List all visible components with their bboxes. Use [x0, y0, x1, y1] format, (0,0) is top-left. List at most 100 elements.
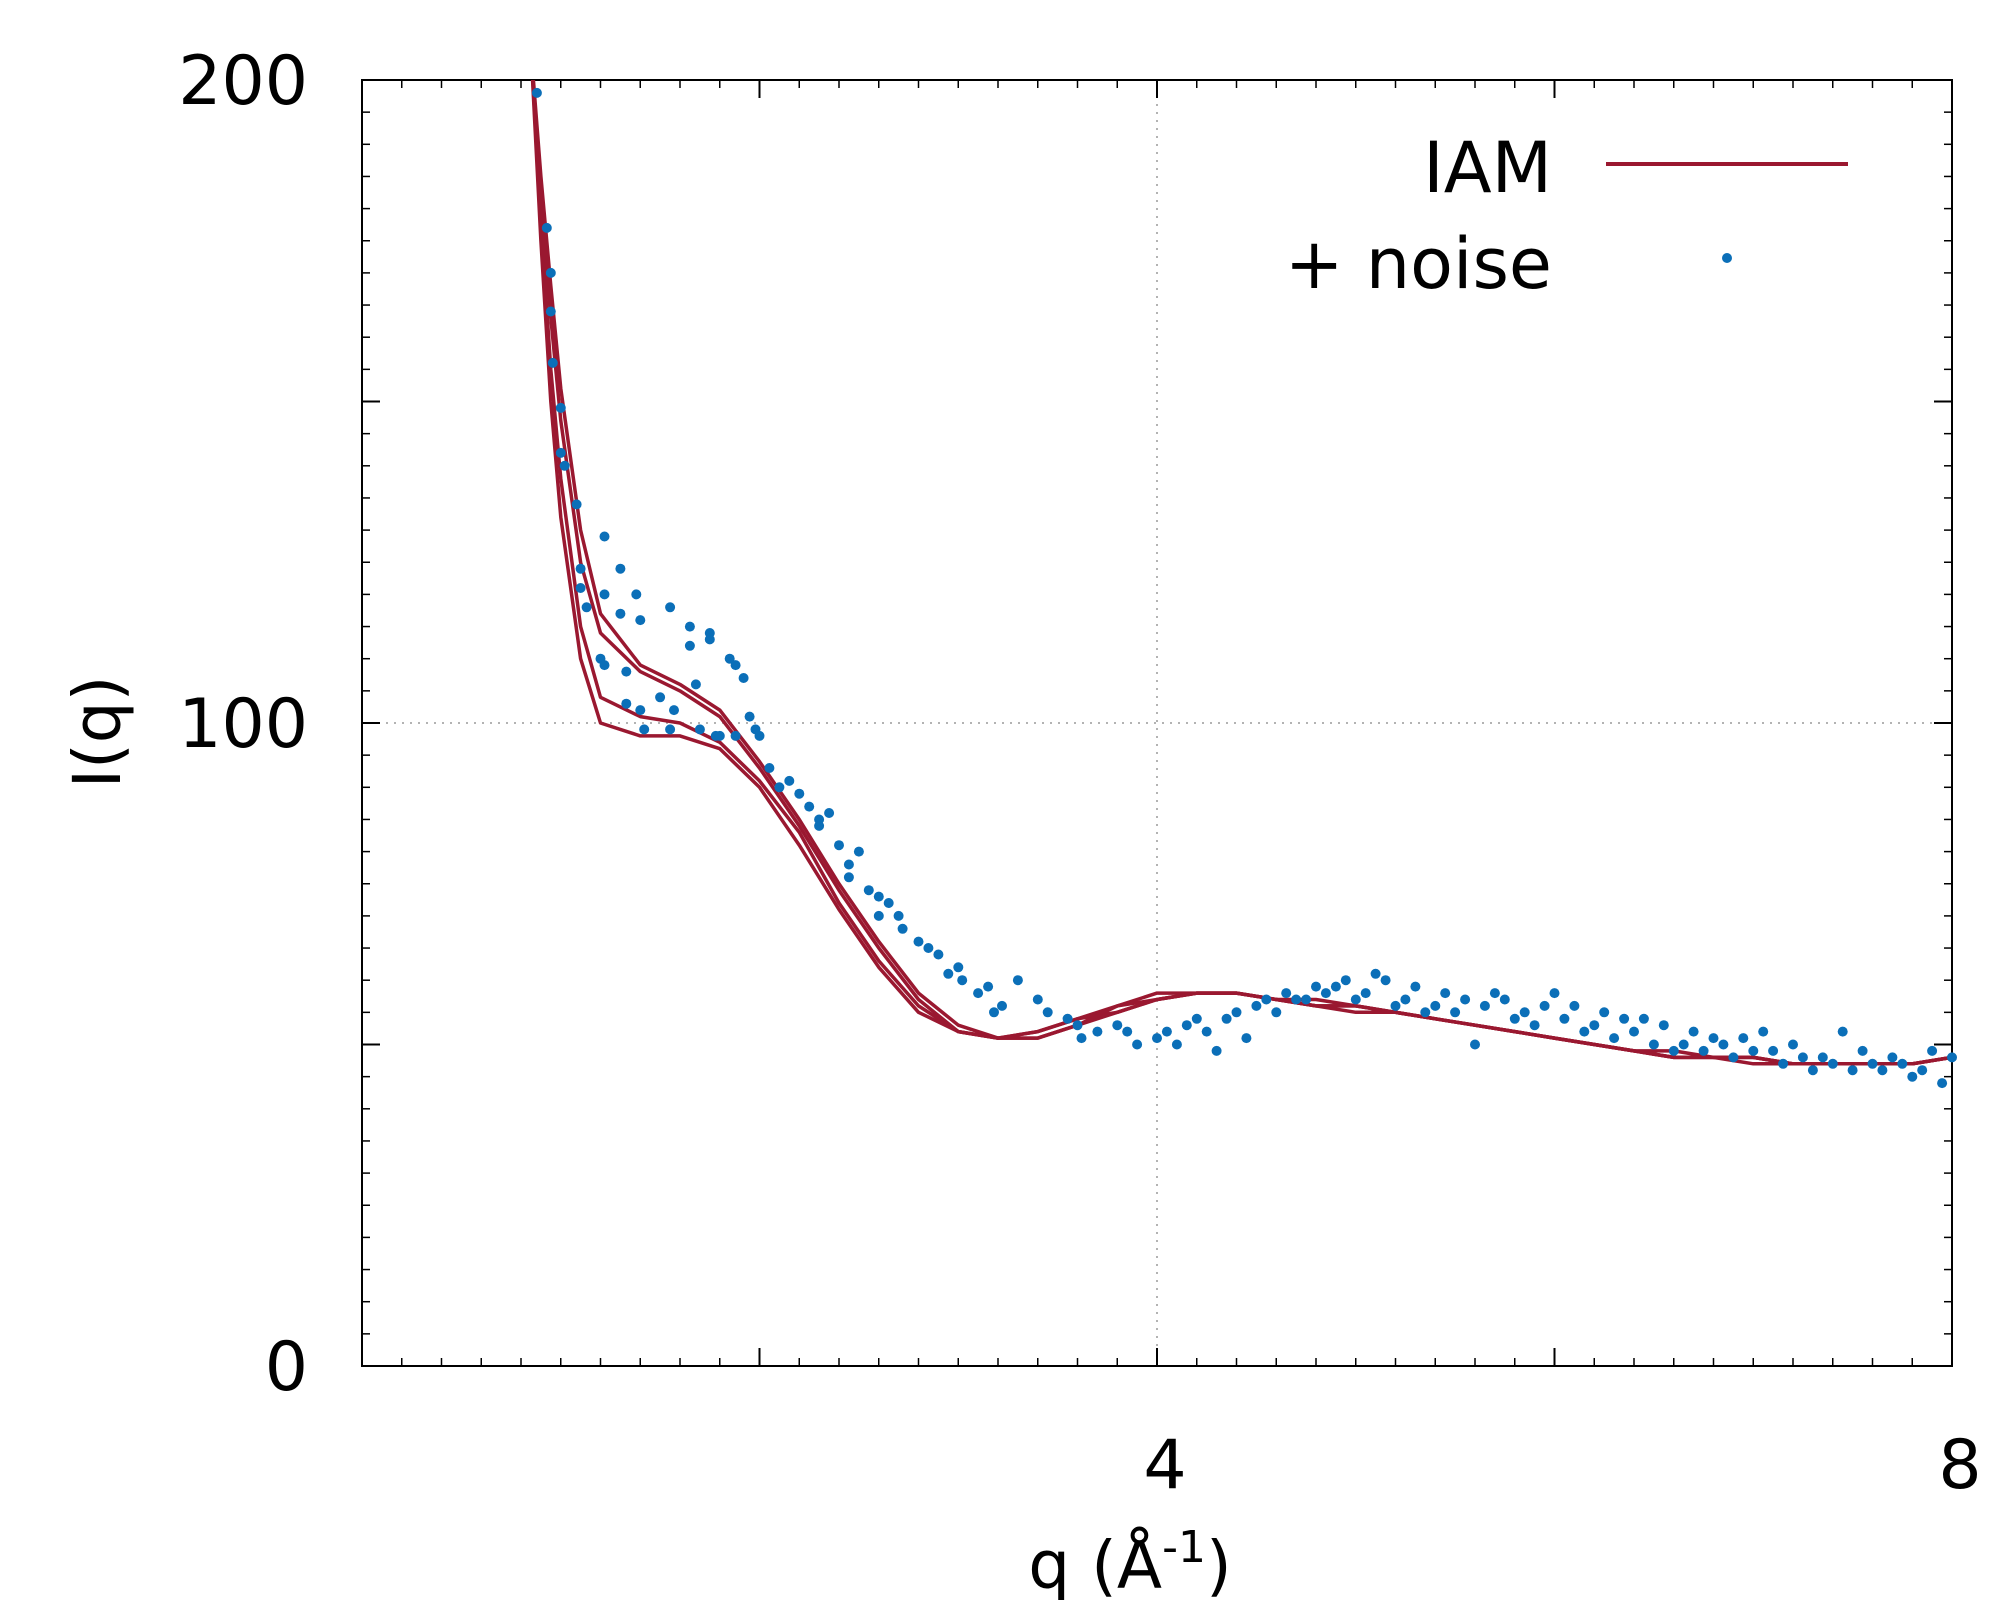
noise-point [1668, 1045, 1679, 1056]
noise-point [599, 660, 610, 671]
noise-point [559, 460, 570, 471]
noise-point [1648, 1039, 1659, 1050]
noise-point [893, 910, 904, 921]
noise-point [1867, 1058, 1878, 1069]
noise-point [1122, 1026, 1133, 1037]
noise-point [531, 87, 542, 98]
noise-point [814, 820, 825, 831]
noise-point [1012, 975, 1023, 986]
noise-point [1907, 1071, 1918, 1082]
noise-point [1817, 1052, 1828, 1063]
noise-point [1807, 1065, 1818, 1076]
iam-curve-4 [530, 80, 1952, 1066]
noise-point [1320, 988, 1331, 999]
legend: IAM + noise [1285, 127, 1848, 305]
noise-point [897, 923, 908, 934]
noise-point [635, 615, 646, 626]
noise-point [1638, 1013, 1649, 1024]
noise-point [1460, 994, 1471, 1005]
y-tick-label: 0 [265, 1328, 308, 1407]
noise-point [1778, 1058, 1789, 1069]
noise-point [1589, 1020, 1600, 1031]
noise-point [1539, 1000, 1550, 1011]
noise-point [621, 698, 632, 709]
noise-point [843, 872, 854, 883]
noise-point [1509, 1013, 1520, 1024]
noise-point [669, 705, 679, 716]
noise-point [1917, 1065, 1928, 1076]
noise-point [1470, 1039, 1480, 1050]
noise-point [1380, 975, 1391, 986]
noise-point [1857, 1045, 1868, 1056]
noise-point [1877, 1065, 1888, 1076]
noise-point [834, 840, 844, 851]
noise-point [724, 653, 735, 664]
noise-point [1311, 981, 1321, 992]
noise-point [1076, 1033, 1087, 1044]
noise-point [1350, 994, 1361, 1005]
noise-point [983, 981, 994, 992]
noise-point [1797, 1052, 1808, 1063]
noise-point [639, 724, 650, 735]
noise-point [1032, 994, 1043, 1005]
iam-curve-1 [531, 80, 1952, 1066]
noise-point [1559, 1013, 1570, 1024]
noise-point [1400, 994, 1411, 1005]
noise-point [1927, 1045, 1938, 1056]
x-axis-label-end: ) [1206, 1527, 1232, 1600]
noise-point [1360, 988, 1371, 999]
y-axis-label: I(q) [59, 676, 136, 789]
noise-point [1887, 1052, 1898, 1063]
noise-point [1261, 994, 1272, 1005]
noise-point [1171, 1039, 1182, 1050]
y-tick-label: 100 [178, 685, 308, 764]
noise-point [545, 267, 556, 278]
noise-point [873, 910, 884, 921]
noise-point [997, 1000, 1007, 1011]
noise-point [957, 975, 968, 986]
noise-point [615, 563, 626, 574]
noise-point [1619, 1013, 1630, 1024]
noise-point [575, 563, 586, 574]
noise-point [1937, 1078, 1948, 1089]
noise-point [1201, 1026, 1212, 1037]
noise-point [1340, 975, 1351, 986]
noise-point [1609, 1033, 1620, 1044]
noise-point [1688, 1026, 1699, 1037]
noise-point [1837, 1026, 1848, 1037]
noise-point [873, 891, 884, 902]
noise-point [1629, 1026, 1639, 1037]
noise-point [1599, 1007, 1610, 1018]
noise-point [913, 936, 924, 947]
noise-point [1181, 1020, 1192, 1031]
y-tick-label: 200 [178, 42, 308, 121]
noise-point [1281, 988, 1292, 999]
legend-label-iam: IAM [1423, 127, 1552, 209]
noise-point [615, 608, 626, 619]
noise-point [1112, 1020, 1123, 1031]
noise-point [1758, 1026, 1769, 1037]
noise-point [1291, 994, 1302, 1005]
grid-lines [362, 80, 1952, 1366]
noise-point [635, 705, 646, 716]
noise-point [581, 602, 592, 613]
noise-point [794, 788, 805, 799]
legend-label-noise: + noise [1285, 223, 1552, 305]
noise-point [883, 898, 894, 908]
noise-point [571, 499, 582, 510]
noise-point [953, 962, 964, 973]
noise-point [1152, 1033, 1162, 1044]
noise-point [1479, 1000, 1490, 1011]
axis-ticks [361, 79, 1953, 1367]
noise-point [684, 640, 695, 651]
noise-point [1221, 1013, 1232, 1024]
noise-point [621, 666, 632, 677]
noise-point [1827, 1058, 1838, 1069]
noise-point [1947, 1052, 1957, 1063]
noise-point [943, 968, 954, 979]
noise-point [599, 589, 610, 600]
noise-point [1191, 1013, 1202, 1024]
noise-point [1499, 994, 1510, 1005]
iam-curve-3 [530, 80, 1952, 1066]
